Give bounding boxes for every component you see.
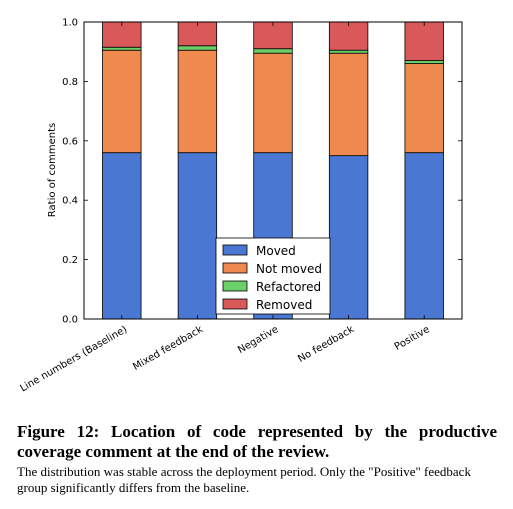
bar-segment-moved-0: [102, 152, 142, 320]
caption-text: The distribution was stable across the d…: [17, 464, 471, 495]
x-tick-label: Line numbers (Baseline): [18, 324, 129, 394]
y-tick-label: 0.4: [62, 196, 78, 207]
caption-title: Figure 12: Location of code represented …: [17, 422, 497, 461]
bar-segment-removed-0: [102, 21, 142, 48]
legend: Moved Not moved Refactored Removed: [215, 237, 331, 315]
legend-swatch-refactored: [222, 280, 248, 292]
axes-group: Line numbers (Baseline) Mixed feedback Neg…: [18, 18, 463, 394]
bar-segment-refactored-3: [328, 49, 369, 54]
x-tick-label: Mixed feedback: [131, 324, 205, 373]
bar-segment-not-moved-3: [328, 52, 369, 157]
legend-label-moved: Moved: [256, 244, 296, 258]
y-tick-label: 0.8: [62, 77, 78, 88]
legend-swatch-removed: [222, 298, 248, 310]
y-tick-label: 0.6: [62, 136, 78, 147]
legend-label-refactored: Refactored: [256, 280, 321, 294]
plot-frame: [83, 21, 463, 320]
y-tick-label: 0.2: [62, 255, 78, 266]
bar-segment-refactored-1: [177, 45, 218, 51]
x-tick-label: Positive: [393, 324, 432, 353]
legend-swatch-not-moved: [222, 262, 248, 274]
bar-segment-not-moved-1: [177, 49, 218, 154]
legend-swatch-moved: [222, 244, 248, 256]
figure-caption: Figure 12: Location of code represented …: [17, 422, 497, 496]
bar-segment-refactored-4: [404, 60, 444, 64]
bar-segment-removed-4: [404, 21, 444, 62]
bar-segment-removed-2: [253, 21, 293, 50]
x-tick-label: No feedback: [296, 324, 356, 365]
bar-segment-not-moved-2: [253, 52, 293, 154]
legend-label-removed: Removed: [256, 298, 312, 312]
chart-canvas: Line numbers (Baseline) Mixed feedback Neg…: [18, 18, 463, 394]
bar-segment-moved-3: [328, 155, 369, 320]
x-tick-label: Negative: [236, 324, 280, 356]
bar-segment-refactored-2: [253, 48, 293, 54]
y-axis-label: Ratio of comments: [47, 123, 58, 217]
y-tick-label: 1.0: [62, 18, 78, 29]
bar-segment-moved-4: [404, 152, 444, 320]
bar-segment-not-moved-4: [404, 63, 444, 154]
bar-segment-removed-3: [328, 21, 369, 51]
bar-segment-refactored-0: [102, 46, 142, 51]
bar-segment-not-moved-0: [102, 49, 142, 154]
bar-segment-moved-1: [177, 152, 218, 320]
y-tick-label: 0.0: [62, 315, 78, 326]
stacked-bar-chart: Line numbers (Baseline) Mixed feedback Neg…: [18, 18, 463, 394]
legend-label-not-moved: Not moved: [256, 262, 322, 276]
